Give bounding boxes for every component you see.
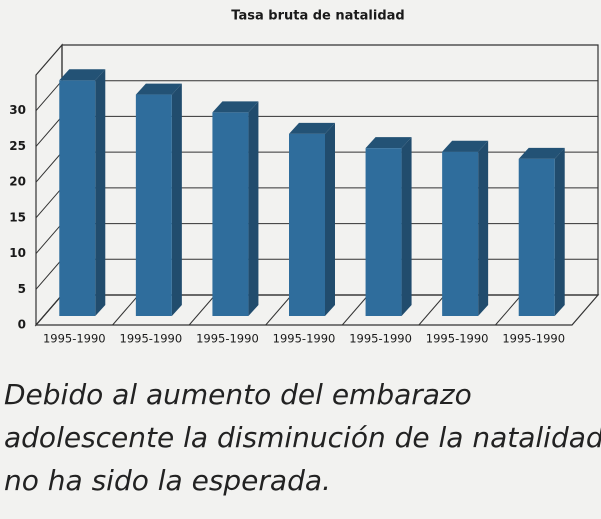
bar xyxy=(135,94,172,316)
bar-top xyxy=(59,69,106,81)
floor-divider xyxy=(112,294,139,326)
floor-divider xyxy=(188,294,216,326)
bar-side xyxy=(171,83,182,316)
chart-title: Tasa bruta de natalidad xyxy=(231,9,404,24)
bar-side xyxy=(401,137,412,316)
x-tick-label: 1995-1990 xyxy=(349,332,412,346)
y-tick-label: 5 xyxy=(18,282,26,296)
bar-top xyxy=(135,83,182,95)
bar xyxy=(518,158,555,316)
x-tick-label: 1995-1990 xyxy=(43,332,106,346)
bar xyxy=(212,112,249,316)
bar-side xyxy=(248,101,259,316)
x-tick-label: 1995-1990 xyxy=(426,332,489,346)
floor-divider xyxy=(495,294,522,326)
x-tick-label: 1995-1990 xyxy=(196,332,259,346)
bar-top xyxy=(442,140,489,152)
x-tick-label: 1995-1990 xyxy=(273,332,336,346)
y-tick-label: 20 xyxy=(9,175,26,189)
bar-top xyxy=(518,147,565,159)
y-tick-label: 15 xyxy=(9,210,26,224)
bar xyxy=(289,133,325,316)
bar-side xyxy=(554,147,565,316)
y-tick-label: 25 xyxy=(9,139,26,153)
floor-divider xyxy=(418,294,446,326)
floor-divider xyxy=(341,294,369,326)
x-tick-label: 1995-1990 xyxy=(502,332,565,346)
floor-divider xyxy=(265,294,293,326)
y-tick-label: 30 xyxy=(9,103,26,117)
y-tick-label: 0 xyxy=(18,318,26,332)
bar-side xyxy=(478,140,489,316)
caption-line: Debido al aumento del embarazo xyxy=(4,378,472,411)
caption-line: adolescente la disminución de la natalid… xyxy=(4,421,601,454)
x-tick-label: 1995-1990 xyxy=(120,332,183,346)
bar-side xyxy=(325,122,335,316)
bar xyxy=(59,80,96,317)
bar xyxy=(365,148,402,316)
bar xyxy=(442,151,479,316)
bar-top xyxy=(365,137,412,149)
bar-side xyxy=(95,69,106,317)
y-tick-label: 10 xyxy=(9,246,26,260)
bar-top xyxy=(289,122,335,134)
caption-line: no ha sido la esperada. xyxy=(4,464,331,497)
bar-top xyxy=(212,101,259,113)
